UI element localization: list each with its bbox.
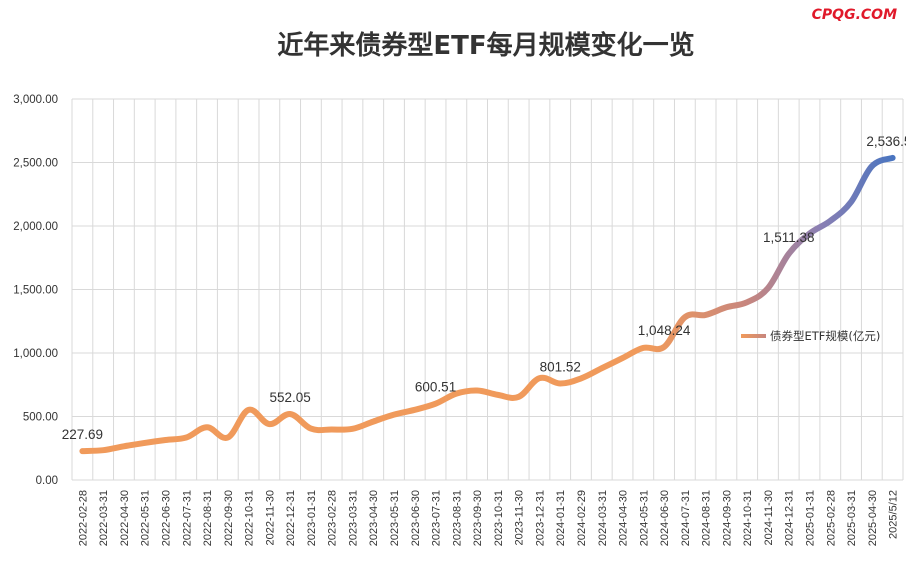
x-tick-label: 2023-08-31 [451, 490, 463, 546]
x-tick-label: 2025-02-28 [825, 490, 837, 546]
x-tick-label: 2022-02-28 [77, 490, 89, 546]
data-label: 552.05 [269, 390, 310, 405]
brand-watermark: CPQG.COM [812, 7, 897, 23]
gridlines [71, 98, 904, 481]
x-tick-label: 2022-07-31 [181, 490, 193, 546]
x-tick-label: 2025-04-30 [867, 490, 879, 546]
x-tick-label: 2024-12-31 [784, 490, 796, 546]
x-tick-label: 2024-04-30 [618, 490, 630, 546]
data-labels: 227.69 552.05 600.51 801.52 1,048.24 1,511.38… [62, 134, 906, 442]
x-tick-label: 2022-10-31 [244, 490, 256, 546]
legend-label: 债券型ETF规模(亿元) [770, 329, 880, 343]
x-tick-label: 2024-10-31 [742, 490, 754, 546]
x-axis-tick-labels: 2022-02-28 2022-03-31 2022-04-30 2022-05-31… [77, 490, 899, 546]
x-tick-label: 2024-01-31 [555, 490, 567, 546]
x-tick-label: 2023-04-30 [368, 490, 380, 546]
y-tick-label: 3,000.00 [13, 94, 58, 106]
x-tick-label: 2024-09-30 [721, 490, 733, 546]
x-tick-label: 2025-03-31 [846, 490, 858, 546]
y-tick-label: 0.00 [36, 475, 58, 487]
x-tick-label: 2022-06-30 [160, 490, 172, 546]
x-tick-label: 2023-07-31 [431, 490, 443, 546]
x-tick-label: 2023-06-30 [410, 490, 422, 546]
x-tick-label: 2022-03-31 [98, 490, 110, 546]
x-tick-label: 2022-09-30 [223, 490, 235, 546]
y-tick-label: 1,500.00 [13, 285, 58, 297]
x-tick-label: 2024-08-31 [701, 490, 713, 546]
x-tick-label: 2024-07-31 [680, 490, 692, 546]
x-tick-label: 2023-12-31 [534, 490, 546, 546]
y-tick-label: 2,500.00 [13, 158, 58, 170]
data-label: 801.52 [540, 359, 581, 374]
x-tick-label: 2025/5/12 [888, 490, 900, 539]
data-label: 227.69 [62, 427, 103, 442]
x-tick-label: 2022-12-31 [285, 490, 297, 546]
x-tick-label: 2023-03-31 [347, 490, 359, 546]
x-tick-label: 2022-05-31 [140, 490, 152, 546]
data-label: 1,048.24 [638, 323, 691, 338]
data-label: 2,536.53 [866, 134, 906, 149]
x-tick-label: 2024-11-30 [763, 490, 775, 545]
data-label: 1,511.38 [763, 230, 815, 245]
x-tick-label: 2023-10-31 [493, 490, 505, 546]
x-tick-label: 2022-08-31 [202, 490, 214, 546]
x-tick-label: 2022-11-30 [264, 490, 276, 545]
x-tick-label: 2024-05-31 [638, 490, 650, 546]
x-tick-label: 2023-02-28 [327, 490, 339, 546]
x-tick-label: 2024-02-29 [576, 490, 588, 546]
x-tick-label: 2023-01-31 [306, 490, 318, 546]
y-tick-label: 1,000.00 [13, 348, 58, 360]
x-tick-label: 2023-09-30 [472, 490, 484, 546]
x-tick-label: 2023-05-31 [389, 490, 401, 546]
legend[interactable]: 债券型ETF规模(亿元) [741, 329, 880, 343]
x-tick-label: 2023-11-30 [514, 490, 526, 545]
x-tick-label: 2022-04-30 [119, 490, 131, 546]
series-line [79, 154, 896, 455]
y-tick-label: 500.00 [23, 412, 58, 424]
chart-title: 近年来债券型ETF每月规模变化一览 [277, 30, 694, 61]
x-tick-label: 2024-03-31 [597, 490, 609, 546]
y-axis-tick-labels: 0.00 500.00 1,000.00 1,500.00 2,000.00 2,500.… [13, 94, 58, 487]
y-tick-label: 2,000.00 [13, 221, 58, 233]
x-tick-label: 2024-06-30 [659, 490, 671, 546]
x-tick-label: 2025-01-31 [805, 490, 817, 546]
data-label: 600.51 [415, 380, 456, 395]
